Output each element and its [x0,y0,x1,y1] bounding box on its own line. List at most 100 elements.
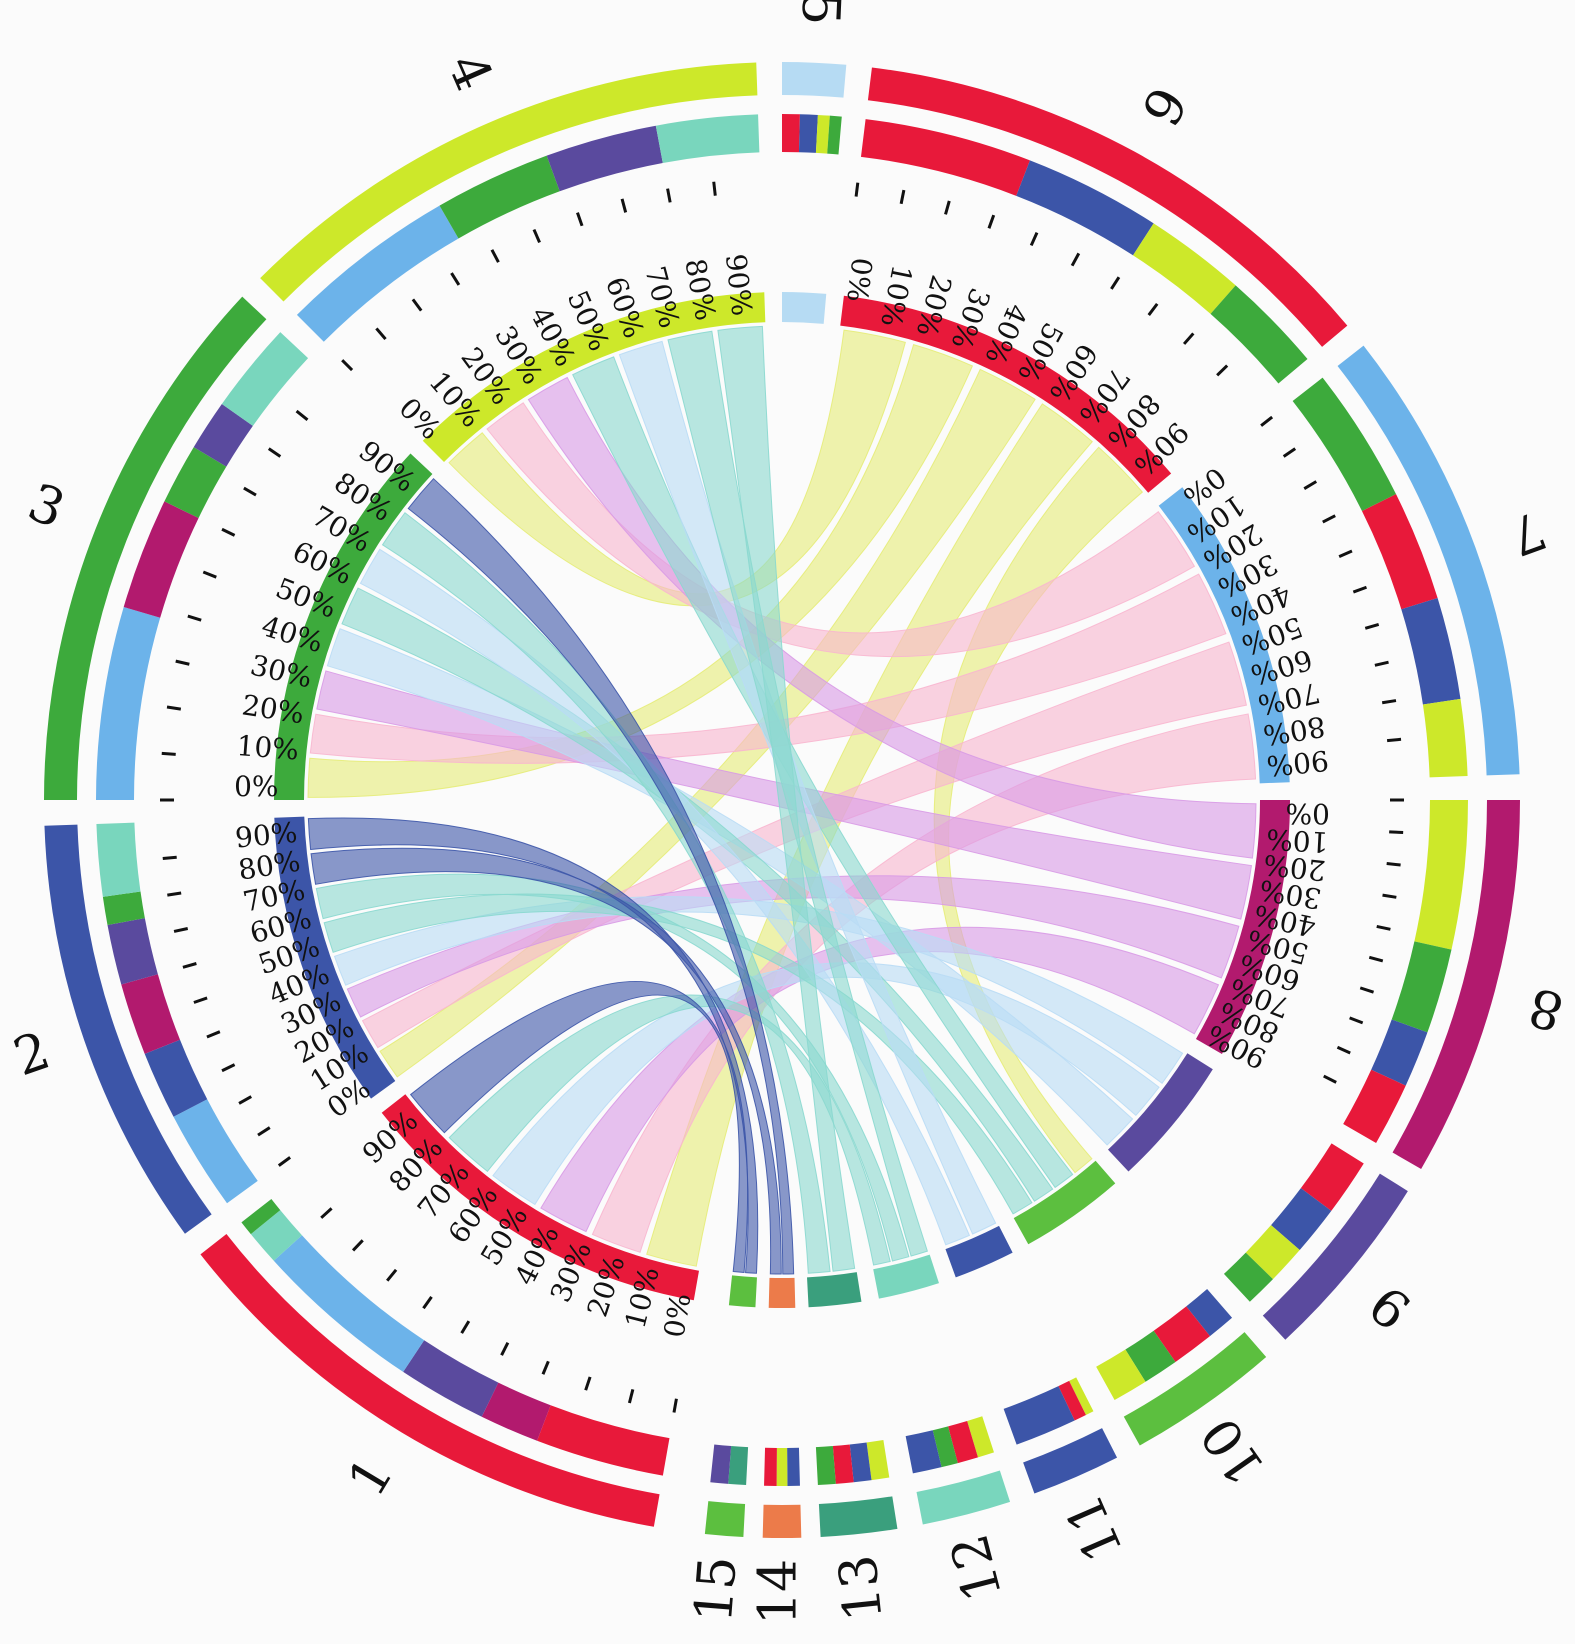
tick-1-9 [320,1207,333,1219]
composition-part-8-1 [1391,941,1452,1033]
tick-4-3 [450,272,461,286]
tick-1-7 [386,1268,398,1282]
segment-label-4: 4 [435,45,503,99]
segment-label-13: 13 [828,1552,895,1624]
tick-1-2 [584,1376,592,1391]
tick-2-1 [257,1126,271,1137]
outer-ring-11 [1023,1428,1118,1494]
composition-part-5-0 [782,114,800,153]
inner-arc-4 [422,292,766,463]
outer-ring-8 [1392,800,1520,1169]
composition-part-14-2 [764,1447,777,1486]
tick-6-8 [1182,332,1195,345]
tick-8-7 [1349,1016,1364,1025]
tick-2-6 [182,962,197,969]
composition-part-1-2 [403,1340,499,1417]
chord-ribbon-8-to-2 [346,875,1240,1018]
chord-ribbon-8-to-4 [527,376,1257,859]
composition-part-10-3 [1096,1349,1146,1400]
tick-7-7 [1374,660,1389,667]
inner-arc-12 [873,1254,939,1299]
outer-ring-4 [260,62,758,302]
tick-2-0 [277,1156,291,1167]
tick-2-5 [193,996,208,1004]
chord-ribbon-14-to-3 [407,477,795,1275]
composition-part-14-1 [776,1447,788,1487]
composition-part-14-0 [787,1447,800,1486]
chord-ribbon-7-to-4 [486,402,1196,658]
percent-label-1-0: 0% [657,1291,697,1340]
composition-part-2-3 [107,918,158,985]
inner-arc-9 [1107,1053,1213,1172]
tick-8-3 [1382,893,1397,899]
segment-label-10: 10 [1190,1406,1277,1495]
tick-7-9 [1386,737,1402,743]
composition-part-13-1 [849,1442,872,1483]
tick-3-5 [202,570,217,579]
inner-arc-10 [1013,1160,1116,1245]
tick-6-6 [1110,276,1121,290]
tick-6-3 [987,214,996,229]
composition-part-11-0 [1069,1377,1094,1415]
tick-1-3 [541,1360,550,1375]
segment-label-5: 5 [789,0,850,27]
composition-part-3-4 [221,332,309,426]
tick-1-4 [500,1342,510,1356]
outer-ring-9 [1262,1173,1408,1340]
composition-part-10-0 [1186,1289,1233,1337]
chord-ribbon-12-to-4 [667,330,929,1257]
tick-1-6 [422,1295,433,1310]
composition-part-10-1 [1153,1306,1210,1362]
composition-part-5-2 [815,114,830,154]
composition-part-2-0 [173,1099,258,1204]
composition-part-13-0 [866,1440,890,1481]
segment-label-6: 6 [1129,77,1198,135]
composition-part-1-5 [241,1198,281,1235]
composition-part-6-3 [1210,285,1308,384]
composition-part-2-5 [96,822,141,897]
segment-label-1: 1 [337,1447,405,1506]
segment-label-2: 2 [7,1021,58,1089]
composition-part-15-0 [728,1446,749,1486]
percent-label-8-0: 0% [1285,797,1329,830]
composition-part-2-1 [144,1039,208,1117]
tick-4-1 [375,327,387,341]
composition-part-8-3 [1343,1069,1406,1143]
outer-ring-1 [200,1234,660,1527]
tick-8-8 [1336,1045,1351,1055]
segment-label-8: 8 [1522,975,1569,1042]
inner-arc-6 [840,295,1172,493]
composition-part-15-1 [710,1444,732,1484]
percent-label-4-9: 90% [719,252,759,317]
tick-1-8 [351,1239,364,1252]
tick-3-6 [221,527,236,537]
segment-label-7: 7 [1502,499,1554,567]
tick-2-7 [173,927,189,933]
tick-4-6 [576,212,584,227]
tick-1-1 [627,1389,635,1404]
composition-part-8-2 [1371,1019,1428,1086]
tick-1-0 [672,1398,678,1413]
tick-6-5 [1070,252,1081,267]
outer-ring-14 [762,1504,802,1538]
tick-2-3 [221,1063,236,1073]
tick-4-2 [411,298,423,312]
composition-part-4-1 [439,155,560,239]
tick-7-2 [1303,480,1318,490]
inner-arc-15 [728,1275,757,1308]
composition-part-13-2 [832,1444,854,1484]
inner-arc-1 [381,1094,699,1301]
inner-arc-layer [274,292,1290,1308]
outer-ring-6 [867,67,1348,347]
composition-part-2-2 [121,974,181,1054]
tick-6-0 [854,182,860,197]
tick-3-7 [243,486,257,497]
percent-label-3-1: 10% [235,729,300,767]
tick-7-5 [1352,585,1368,594]
composition-part-4-2 [546,125,663,192]
composition-part-9-2 [1245,1225,1300,1280]
composition-part-1-1 [481,1382,551,1441]
composition-part-8-0 [1414,800,1468,950]
